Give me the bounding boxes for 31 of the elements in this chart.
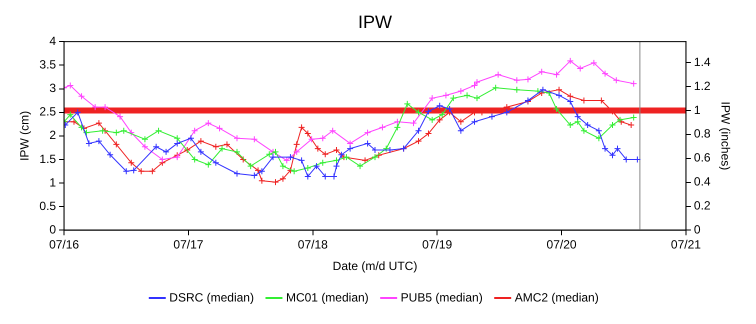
legend-label: PUB5 (median)	[400, 290, 483, 304]
legend-label: AMC2 (median)	[514, 290, 599, 304]
legend-label: DSRC (median)	[169, 290, 254, 304]
y2-tick-label: 0.4	[694, 174, 711, 189]
y2-tick-label: 0.2	[694, 198, 711, 213]
x-tick-label: 07/16	[49, 238, 80, 252]
y-tick-label: 3	[49, 81, 56, 96]
x-tick-label: 07/21	[670, 238, 702, 252]
y2-tick-label: 1.4	[694, 54, 711, 69]
y-tick-label: 1.5	[39, 152, 56, 166]
y-axis-title: IPW (cm)	[18, 110, 32, 161]
y-tick-label: 0.5	[39, 198, 56, 213]
y-tick-label: 3.5	[39, 57, 56, 72]
chart-title: IPW	[358, 12, 392, 32]
y-tick-label: 0	[49, 222, 56, 237]
x-tick-label: 07/18	[298, 238, 328, 252]
legend-label: MC01 (median)	[286, 290, 369, 304]
y2-tick-label: 0.6	[694, 150, 711, 165]
y-tick-label: 2	[49, 128, 56, 142]
y2-tick-label: 0	[694, 222, 701, 237]
y-tick-label: 2.5	[39, 104, 56, 119]
y-tick-label: 4	[49, 34, 56, 48]
x-axis-title: Date (m/d UTC)	[332, 259, 418, 274]
y2-tick-label: 0.8	[694, 126, 711, 141]
y2-axis-title: IPW (inches)	[718, 102, 732, 170]
x-tick-label: 07/17	[173, 238, 204, 252]
x-tick-label: 07/19	[422, 238, 453, 252]
y2-tick-label: 1	[694, 102, 701, 117]
y2-tick-label: 1.2	[694, 78, 711, 93]
x-tick-label: 07/20	[546, 238, 577, 252]
y-tick-label: 1	[49, 175, 56, 190]
